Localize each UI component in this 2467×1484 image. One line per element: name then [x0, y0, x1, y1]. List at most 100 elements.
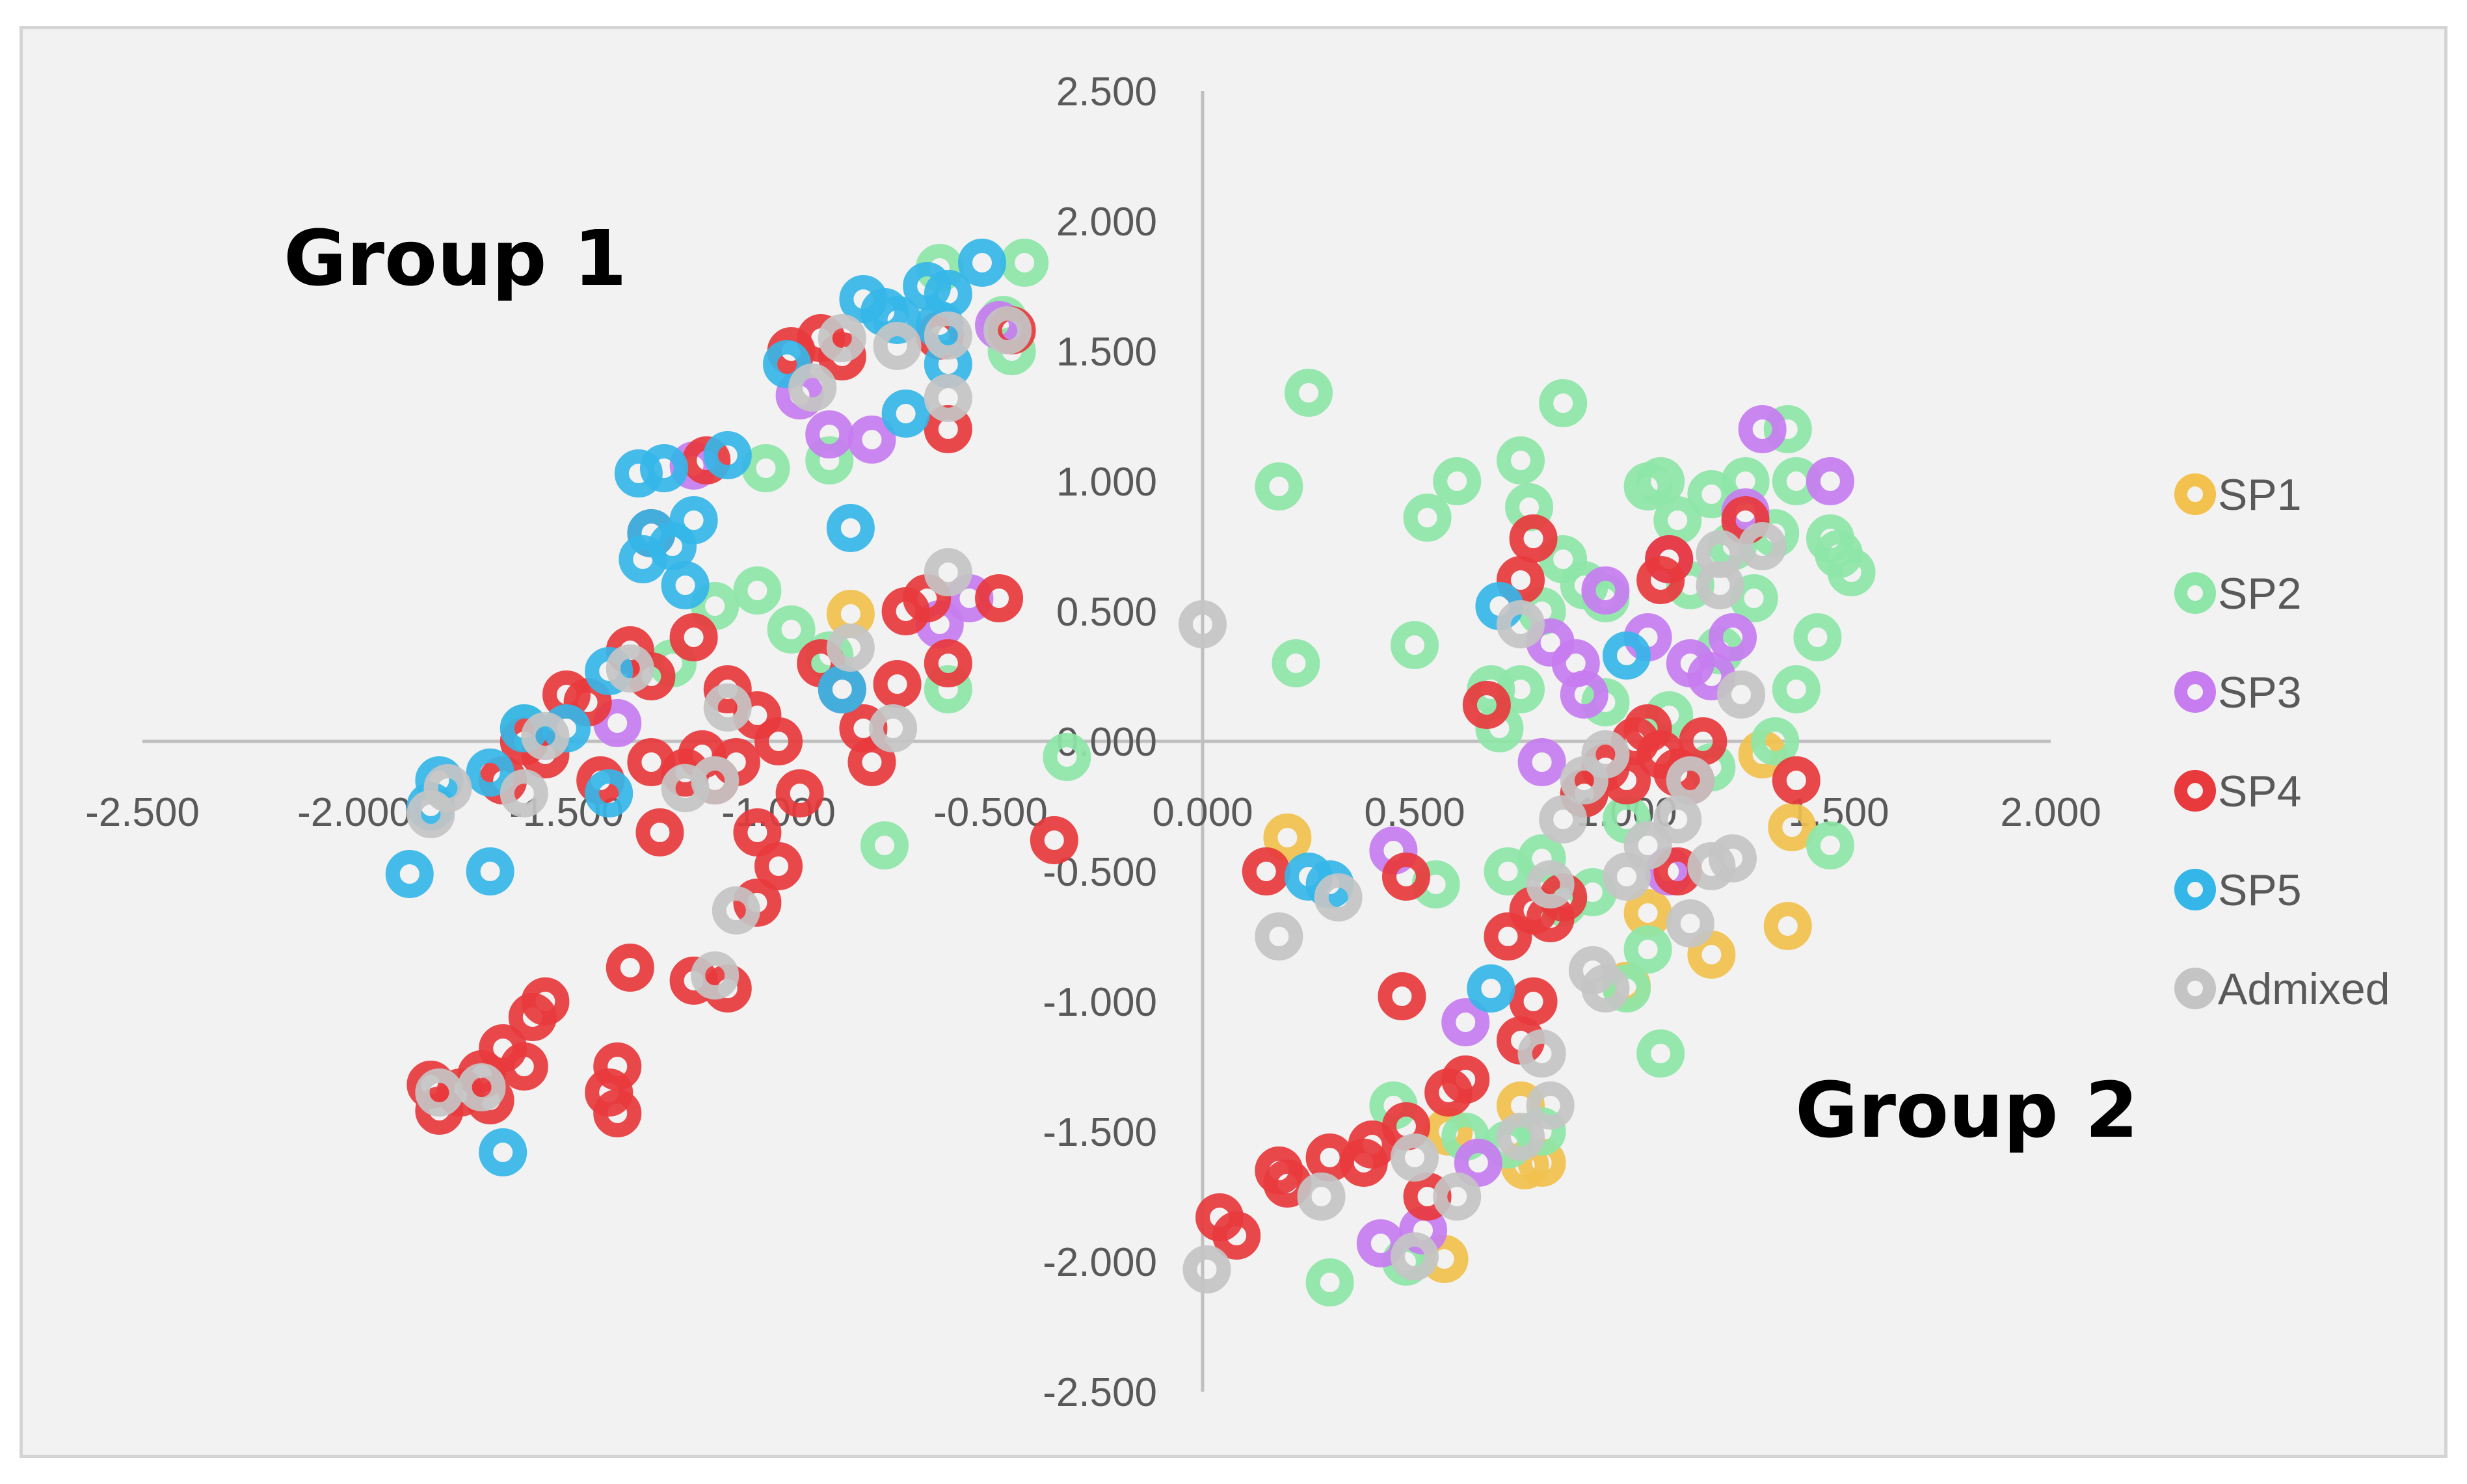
data-point [1526, 860, 1575, 908]
data-point [1433, 457, 1482, 505]
data-point [407, 790, 455, 838]
data-point [733, 808, 782, 856]
legend-label: SP5 [2218, 866, 2302, 915]
data-point [1381, 853, 1430, 901]
legend-item: SP1 [2174, 470, 2302, 520]
data-point [521, 712, 570, 760]
data-point [1391, 621, 1439, 669]
legend-label: SP4 [2218, 767, 2302, 816]
y-tick-label: 0.500 [1056, 590, 1157, 635]
data-point [703, 431, 752, 479]
data-point [805, 410, 854, 458]
data-point [585, 769, 633, 817]
data-point [1305, 1133, 1354, 1182]
data-point [1497, 600, 1545, 648]
data-point [1581, 964, 1630, 1013]
data-point [661, 561, 710, 609]
data-point [508, 993, 557, 1041]
data-points [385, 239, 1876, 1306]
data-point [385, 850, 434, 898]
data-point [826, 624, 875, 672]
data-point [1509, 977, 1558, 1026]
data-point [1581, 566, 1630, 615]
data-point [585, 647, 633, 695]
data-point [1509, 514, 1558, 563]
data-point [1263, 814, 1312, 862]
data-point [606, 944, 654, 992]
data-point [1827, 548, 1876, 596]
y-tick-label: 1.500 [1056, 330, 1157, 375]
data-point [415, 1068, 464, 1117]
legend-item: SP2 [2174, 569, 2302, 618]
y-tick-label: 2.500 [1056, 70, 1157, 114]
data-point [957, 239, 1006, 287]
data-point [466, 749, 514, 797]
x-tick-label: -0.500 [933, 790, 1048, 835]
data-point [619, 535, 667, 583]
data-point [1645, 535, 1694, 583]
data-point [847, 416, 896, 464]
legend-item: SP5 [2174, 866, 2302, 915]
data-point [826, 504, 875, 552]
data-point [1484, 847, 1532, 895]
data-point [1297, 1173, 1346, 1221]
data-point [839, 275, 888, 323]
axes: -2.500 -2.000 -1.500 -1.000 -0.500 0.000 0.500… [85, 70, 2101, 1415]
data-point [741, 444, 790, 492]
data-point [614, 449, 663, 497]
data-point [1793, 613, 1842, 661]
data-point [1305, 1258, 1354, 1306]
x-tick-label: 0.500 [1364, 790, 1465, 835]
data-point [1623, 925, 1672, 974]
data-point [1484, 912, 1532, 961]
data-point [1462, 681, 1511, 729]
data-point [1768, 803, 1817, 851]
data-point [635, 808, 684, 856]
data-point [1539, 795, 1588, 843]
data-point [712, 886, 760, 934]
data-point [763, 340, 812, 388]
data-point [1806, 457, 1854, 505]
data-point [983, 306, 1032, 354]
data-point [1738, 405, 1787, 453]
data-point [1433, 1173, 1482, 1221]
data-point [1666, 899, 1714, 947]
data-point [1603, 964, 1651, 1013]
legend-marker [2174, 968, 2216, 1009]
data-point [1666, 756, 1714, 804]
data-point [1603, 853, 1651, 901]
data-point [593, 1089, 642, 1137]
data-point [1709, 834, 1757, 882]
data-point [682, 436, 731, 484]
data-point [466, 847, 514, 895]
data-point [788, 364, 837, 412]
legend-label: Admixed [2218, 964, 2390, 1014]
data-point [1314, 873, 1363, 921]
data-point [1623, 889, 1672, 937]
legend-marker [2174, 671, 2216, 713]
legend-marker [2174, 473, 2216, 515]
data-point [1623, 821, 1672, 869]
legend-label: SP1 [2218, 470, 2302, 520]
data-point [1539, 379, 1588, 427]
data-point [1043, 733, 1091, 781]
data-point [1772, 756, 1820, 804]
data-point [457, 1063, 506, 1111]
data-point [500, 769, 548, 817]
data-point [881, 390, 930, 438]
data-point [754, 842, 803, 890]
data-point [1467, 964, 1515, 1013]
data-point [818, 665, 866, 713]
data-point [1179, 600, 1227, 648]
data-point [1255, 462, 1303, 510]
data-point [818, 314, 866, 362]
data-point [847, 738, 896, 786]
data-point [691, 951, 740, 1000]
annotations: Group 1 Group 2 [284, 213, 2139, 1155]
data-point [500, 1042, 548, 1091]
data-point [903, 262, 952, 310]
data-point [1454, 1139, 1502, 1187]
data-point [1517, 1029, 1566, 1078]
data-point [703, 665, 752, 713]
data-point [1403, 494, 1452, 542]
